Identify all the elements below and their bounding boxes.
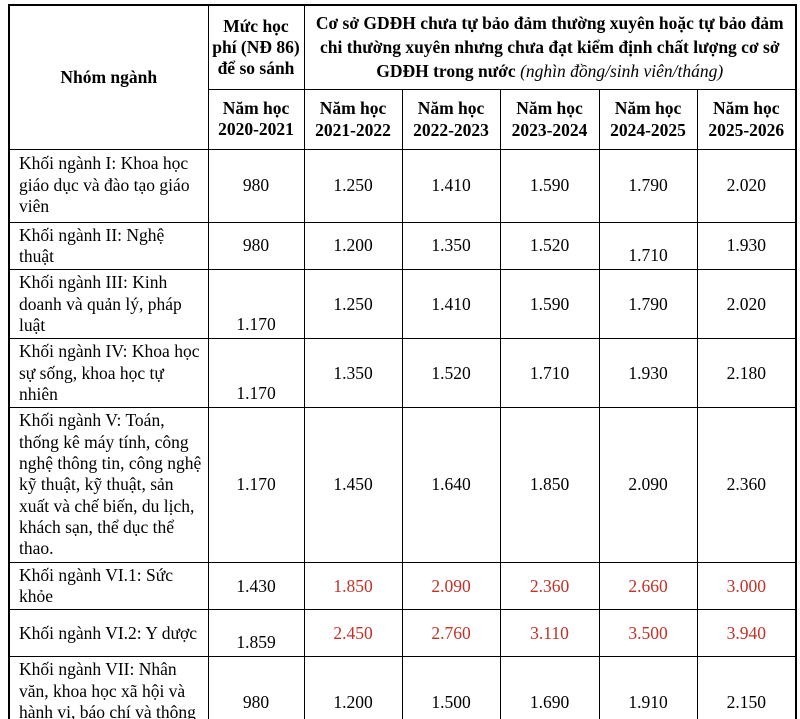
fee-cell-highlighted: 1.850 <box>303 561 403 611</box>
base-fee-cell: 1.859 <box>207 609 305 658</box>
col-header-year-2022-2023: Năm học 2022-2023 <box>401 88 501 150</box>
fee-cell-highlighted: 2.090 <box>401 561 501 611</box>
row-label: Khối ngành I: Khoa học giáo dục và đào t… <box>8 148 209 223</box>
col-header-year-2023-2024: Năm học 2023-2024 <box>499 88 600 150</box>
fee-cell: 1.350 <box>401 221 501 271</box>
table-row: Khối ngành V: Toán, thống kê máy tính, c… <box>8 407 797 563</box>
col-header-base-fee: Mức học phí (NĐ 86) để so sánh <box>207 4 305 90</box>
row-label: Khối ngành II: Nghệ thuật <box>8 221 209 271</box>
base-fee-cell: 1.170 <box>207 338 305 409</box>
fee-cell-highlighted: 3.500 <box>598 609 698 658</box>
fee-cell: 1.710 <box>499 338 600 409</box>
table-row: Khối ngành IV: Khoa học sự sống, khoa họ… <box>8 338 797 409</box>
fee-cell: 1.500 <box>401 656 501 719</box>
fee-cell: 1.450 <box>303 407 403 563</box>
group-description-text: Cơ sở GDĐH chưa tự bảo đảm thường xuyên … <box>315 13 784 82</box>
base-fee-cell: 1.170 <box>207 407 305 563</box>
fee-cell: 1.200 <box>303 221 403 271</box>
fee-cell: 1.790 <box>598 269 698 340</box>
fee-cell: 1.520 <box>499 221 600 271</box>
row-label: Khối ngành V: Toán, thống kê máy tính, c… <box>8 407 209 563</box>
fee-cell: 2.180 <box>696 338 797 409</box>
base-fee-cell: 1.430 <box>207 561 305 611</box>
fee-cell: 1.410 <box>401 269 501 340</box>
table-row: Khối ngành VII: Nhân văn, khoa học xã hộ… <box>8 656 797 719</box>
table-row: Khối ngành II: Nghệ thuật 980 1.200 1.35… <box>8 221 797 271</box>
fee-cell: 1.590 <box>499 148 600 223</box>
row-label: Khối ngành VI.2: Y dược <box>8 609 209 658</box>
fee-cell: 1.690 <box>499 656 600 719</box>
fee-cell: 1.590 <box>499 269 600 340</box>
fee-cell: 1.520 <box>401 338 501 409</box>
fee-cell: 1.930 <box>696 221 797 271</box>
row-label: Khối ngành IV: Khoa học sự sống, khoa họ… <box>8 338 209 409</box>
fee-cell: 1.640 <box>401 407 501 563</box>
col-header-group-description: Cơ sở GDĐH chưa tự bảo đảm thường xuyên … <box>303 4 797 90</box>
fee-cell-highlighted: 2.660 <box>598 561 698 611</box>
fee-cell: 1.250 <box>303 148 403 223</box>
row-label: Khối ngành III: Kinh doanh và quản lý, p… <box>8 269 209 340</box>
base-fee-cell: 980 <box>207 221 305 271</box>
fee-cell: 2.090 <box>598 407 698 563</box>
col-header-base-year: Năm học 2020-2021 <box>207 88 305 150</box>
table-row: Khối ngành III: Kinh doanh và quản lý, p… <box>8 269 797 340</box>
fee-cell: 2.360 <box>696 407 797 563</box>
fee-cell: 1.910 <box>598 656 698 719</box>
fee-cell-highlighted: 2.760 <box>401 609 501 658</box>
fee-cell: 2.150 <box>696 656 797 719</box>
fee-cell: 1.930 <box>598 338 698 409</box>
row-label: Khối ngành VII: Nhân văn, khoa học xã hộ… <box>8 656 209 719</box>
table-row: Khối ngành I: Khoa học giáo dục và đào t… <box>8 148 797 223</box>
col-header-nhom-nganh: Nhóm ngành <box>8 4 209 150</box>
fee-cell: 1.200 <box>303 656 403 719</box>
fee-cell: 2.020 <box>696 269 797 340</box>
fee-cell: 1.410 <box>401 148 501 223</box>
row-label: Khối ngành VI.1: Sức khỏe <box>8 561 209 611</box>
fee-cell-highlighted: 3.110 <box>499 609 600 658</box>
tuition-fee-table: Nhóm ngành Mức học phí (NĐ 86) để so sán… <box>8 4 797 719</box>
base-fee-cell: 1.170 <box>207 269 305 340</box>
col-header-year-2021-2022: Năm học 2021-2022 <box>303 88 403 150</box>
fee-cell-highlighted: 3.000 <box>696 561 797 611</box>
group-description-unit: (nghìn đồng/sinh viên/tháng) <box>520 61 724 82</box>
fee-cell-highlighted: 2.450 <box>303 609 403 658</box>
table-row: Khối ngành VI.2: Y dược 1.859 2.450 2.76… <box>8 609 797 658</box>
base-fee-cell: 980 <box>207 656 305 719</box>
col-header-year-2024-2025: Năm học 2024-2025 <box>598 88 698 150</box>
fee-cell-highlighted: 2.360 <box>499 561 600 611</box>
base-fee-cell: 980 <box>207 148 305 223</box>
fee-cell: 1.710 <box>598 221 698 271</box>
col-header-year-2025-2026: Năm học 2025-2026 <box>696 88 797 150</box>
table-row: Khối ngành VI.1: Sức khỏe 1.430 1.850 2.… <box>8 561 797 611</box>
fee-cell: 1.350 <box>303 338 403 409</box>
fee-cell-highlighted: 3.940 <box>696 609 797 658</box>
fee-cell: 1.850 <box>499 407 600 563</box>
fee-cell: 2.020 <box>696 148 797 223</box>
fee-cell: 1.790 <box>598 148 698 223</box>
fee-cell: 1.250 <box>303 269 403 340</box>
